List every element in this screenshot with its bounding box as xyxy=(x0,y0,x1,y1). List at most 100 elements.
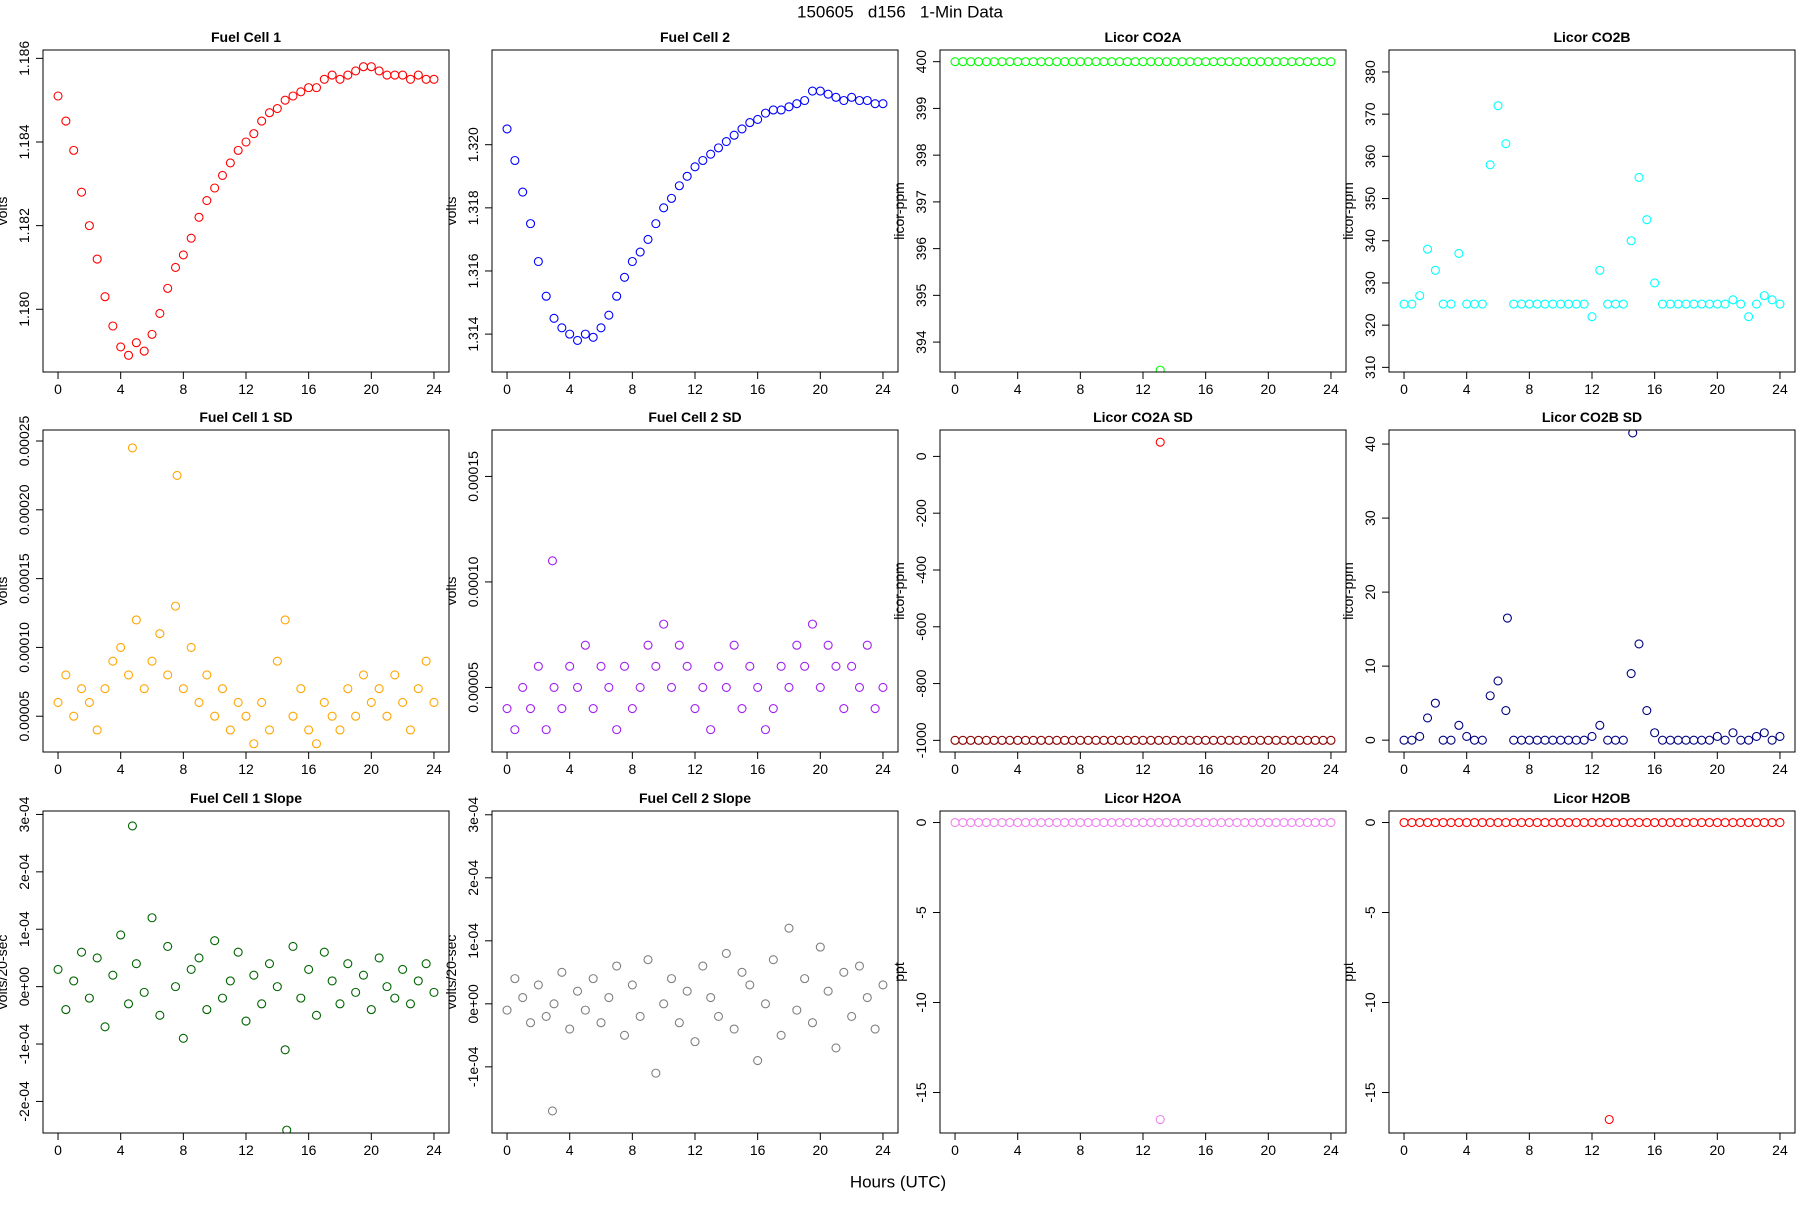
point xyxy=(225,158,235,168)
point xyxy=(950,735,960,745)
point xyxy=(1454,720,1464,730)
point xyxy=(327,70,337,80)
points xyxy=(1399,817,1785,1125)
point xyxy=(366,62,376,72)
point xyxy=(1169,735,1179,745)
point xyxy=(721,136,731,147)
point xyxy=(202,670,212,680)
point xyxy=(831,1043,841,1053)
point xyxy=(61,1005,71,1015)
point xyxy=(1161,57,1172,67)
point xyxy=(1399,817,1409,828)
x-tick-label: 0 xyxy=(1400,1142,1408,1158)
point xyxy=(374,684,384,694)
point xyxy=(502,1005,512,1015)
point xyxy=(1083,57,1093,67)
point xyxy=(572,682,583,692)
point xyxy=(784,682,794,692)
point xyxy=(1407,735,1417,745)
point xyxy=(1438,735,1448,745)
y-tick-label: -1e-04 xyxy=(465,1046,481,1087)
point xyxy=(1485,817,1495,828)
point xyxy=(706,725,716,735)
point xyxy=(800,95,810,106)
point xyxy=(557,967,567,977)
point xyxy=(854,95,865,106)
point xyxy=(729,130,739,140)
point xyxy=(627,703,637,714)
point xyxy=(1744,817,1754,828)
point xyxy=(1767,817,1777,828)
y-axis-label: volts/20-sec xyxy=(0,935,10,1010)
panel: Licor CO2B SD licor-ppm 0 10 20 30 40 0 4 8 12 16 20… xyxy=(1340,409,1796,777)
point xyxy=(178,1033,188,1043)
point xyxy=(1579,299,1589,309)
point xyxy=(1657,735,1668,745)
point xyxy=(1712,731,1722,742)
point xyxy=(502,124,512,134)
point xyxy=(264,959,275,969)
point xyxy=(1665,817,1675,828)
x-tick-label: 20 xyxy=(813,761,829,777)
point xyxy=(1563,817,1574,828)
y-tick-label: 1.184 xyxy=(16,124,32,159)
point xyxy=(1650,728,1660,738)
y-axis-label: volts xyxy=(0,577,10,606)
point xyxy=(1013,57,1023,67)
point xyxy=(525,1018,536,1028)
point xyxy=(1571,817,1581,828)
point xyxy=(1493,676,1503,686)
point xyxy=(878,682,888,692)
point xyxy=(1587,731,1597,742)
point xyxy=(335,725,345,735)
panel: Licor H2OA ppt -15 -10 -5 0 0 4 8 12 16 20 24 xyxy=(891,790,1347,1158)
y-axis-label: volts xyxy=(0,197,10,226)
point xyxy=(280,1045,290,1055)
point xyxy=(123,350,134,360)
point xyxy=(1516,817,1527,828)
point xyxy=(1524,735,1534,745)
y-tick-label: 1e-04 xyxy=(16,911,32,947)
x-tick-label: 0 xyxy=(1400,761,1408,777)
point xyxy=(1201,57,1211,67)
point xyxy=(1587,817,1597,828)
point xyxy=(1302,735,1313,745)
point xyxy=(1548,735,1558,745)
point xyxy=(682,661,692,671)
point xyxy=(1248,817,1258,828)
y-tick-label: 399 xyxy=(913,97,929,121)
points xyxy=(502,923,888,1116)
point xyxy=(1509,735,1519,745)
point xyxy=(510,974,520,984)
point xyxy=(1122,57,1132,67)
point xyxy=(690,703,700,714)
point xyxy=(1271,57,1281,67)
y-tick-label: 400 xyxy=(913,50,929,74)
point xyxy=(1044,57,1054,67)
point xyxy=(768,105,778,115)
point xyxy=(698,155,708,166)
x-tick-label: 16 xyxy=(750,761,766,777)
point xyxy=(1415,291,1425,301)
point xyxy=(870,703,880,714)
point xyxy=(831,92,841,102)
point xyxy=(1422,817,1433,828)
point xyxy=(706,149,716,159)
points xyxy=(53,443,439,749)
point xyxy=(1185,57,1195,67)
point xyxy=(1201,817,1211,828)
point xyxy=(1091,57,1101,67)
y-tick-label: 380 xyxy=(1362,60,1378,84)
point xyxy=(666,682,677,692)
point xyxy=(1603,817,1613,828)
y-tick-label: 350 xyxy=(1362,187,1378,211)
y-tick-label: 395 xyxy=(913,283,929,307)
point xyxy=(549,682,559,692)
y-tick-label: 2e-04 xyxy=(465,860,481,896)
point xyxy=(1138,817,1148,828)
point xyxy=(588,703,598,714)
y-tick-label: 1.186 xyxy=(16,41,32,76)
point xyxy=(1326,735,1336,745)
point xyxy=(1610,735,1621,745)
point xyxy=(327,711,337,721)
